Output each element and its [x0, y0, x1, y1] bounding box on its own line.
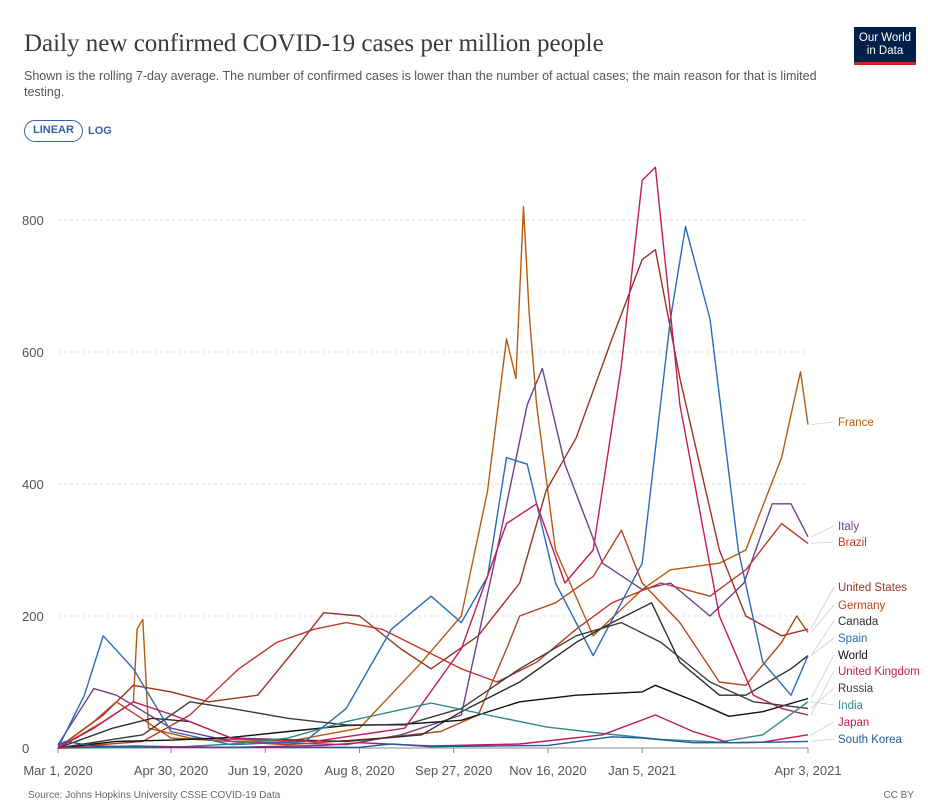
series-line-canada[interactable]: [57, 602, 809, 749]
series-line-france[interactable]: [57, 206, 809, 749]
source-note: Source: Johns Hopkins University CSSE CO…: [28, 790, 281, 801]
series-line-united-kingdom[interactable]: [57, 166, 809, 749]
series-line-spain[interactable]: [57, 225, 809, 749]
x-axis: Mar 1, 2020 Apr 30, 2020 Jun 19, 2020 Aug 8…: [23, 748, 842, 778]
x-tick-label: Aug 8, 2020: [324, 763, 394, 778]
x-tick-label: Mar 1, 2020: [23, 763, 92, 778]
series-label-united-states[interactable]: United States: [838, 582, 907, 594]
series-label-india[interactable]: India: [838, 700, 864, 712]
label-connector: [810, 654, 835, 699]
x-tick-label: Sep 27, 2020: [415, 763, 492, 778]
x-tick-label: Jan 5, 2021: [608, 763, 676, 778]
label-connector: [810, 421, 835, 425]
label-connector: [810, 721, 835, 736]
label-connector: [810, 525, 835, 538]
series-label-spain[interactable]: Spain: [838, 633, 867, 645]
chart-title: Daily new confirmed COVID-19 cases per m…: [24, 30, 604, 57]
series-label-canada[interactable]: Canada: [838, 616, 879, 628]
linear-scale-toggle[interactable]: LINEAR: [24, 120, 83, 142]
series-label-france[interactable]: France: [838, 417, 874, 429]
label-connector: [810, 541, 835, 544]
label-connector: [810, 687, 835, 709]
chart-subtitle: Shown is the rolling 7-day average. The …: [24, 69, 817, 99]
series-label-brazil[interactable]: Brazil: [838, 537, 867, 549]
x-tick-label: Apr 30, 2020: [134, 763, 208, 778]
x-tick-label: Jun 19, 2020: [228, 763, 303, 778]
x-tick-label: Nov 16, 2020: [509, 763, 586, 778]
series-line-united-states[interactable]: [57, 249, 809, 749]
label-connector: [810, 637, 835, 656]
grid-lines: [58, 219, 808, 749]
series-label-russia[interactable]: Russia: [838, 683, 874, 695]
series-label-south-korea[interactable]: South Korea: [838, 734, 903, 746]
series-label-italy[interactable]: Italy: [838, 521, 859, 533]
label-connector: [810, 604, 835, 633]
y-tick-label: 600: [22, 345, 44, 360]
series-line-brazil[interactable]: [57, 522, 809, 749]
series-line-south-korea[interactable]: [57, 736, 809, 748]
series-labels: France Italy Brazil United States Germany Can…: [810, 417, 920, 746]
license-note[interactable]: CC BY: [883, 790, 914, 801]
series-label-united-kingdom[interactable]: United Kingdom: [838, 666, 920, 678]
label-connector: [810, 620, 835, 656]
series-label-japan[interactable]: Japan: [838, 717, 869, 729]
label-connector: [810, 670, 835, 716]
owid-logo[interactable]: Our World in Data: [854, 27, 916, 65]
label-connector: [810, 701, 835, 706]
series-label-germany[interactable]: Germany: [838, 600, 886, 612]
series-lines: [57, 166, 809, 749]
y-tick-label: 0: [22, 741, 29, 756]
log-scale-toggle[interactable]: LOG: [88, 125, 112, 137]
y-tick-label: 200: [22, 609, 44, 624]
x-tick-label: Apr 3, 2021: [774, 763, 841, 778]
y-tick-label: 800: [22, 213, 44, 228]
series-line-italy[interactable]: [57, 367, 809, 746]
series-label-world[interactable]: World: [838, 650, 868, 662]
label-connector: [810, 586, 835, 630]
y-axis-tick-labels: 0 200 400 600 800: [22, 213, 44, 756]
y-tick-label: 400: [22, 477, 44, 492]
series-line-russia[interactable]: [57, 621, 809, 749]
series-line-world[interactable]: [57, 684, 809, 749]
label-connector: [810, 738, 835, 742]
